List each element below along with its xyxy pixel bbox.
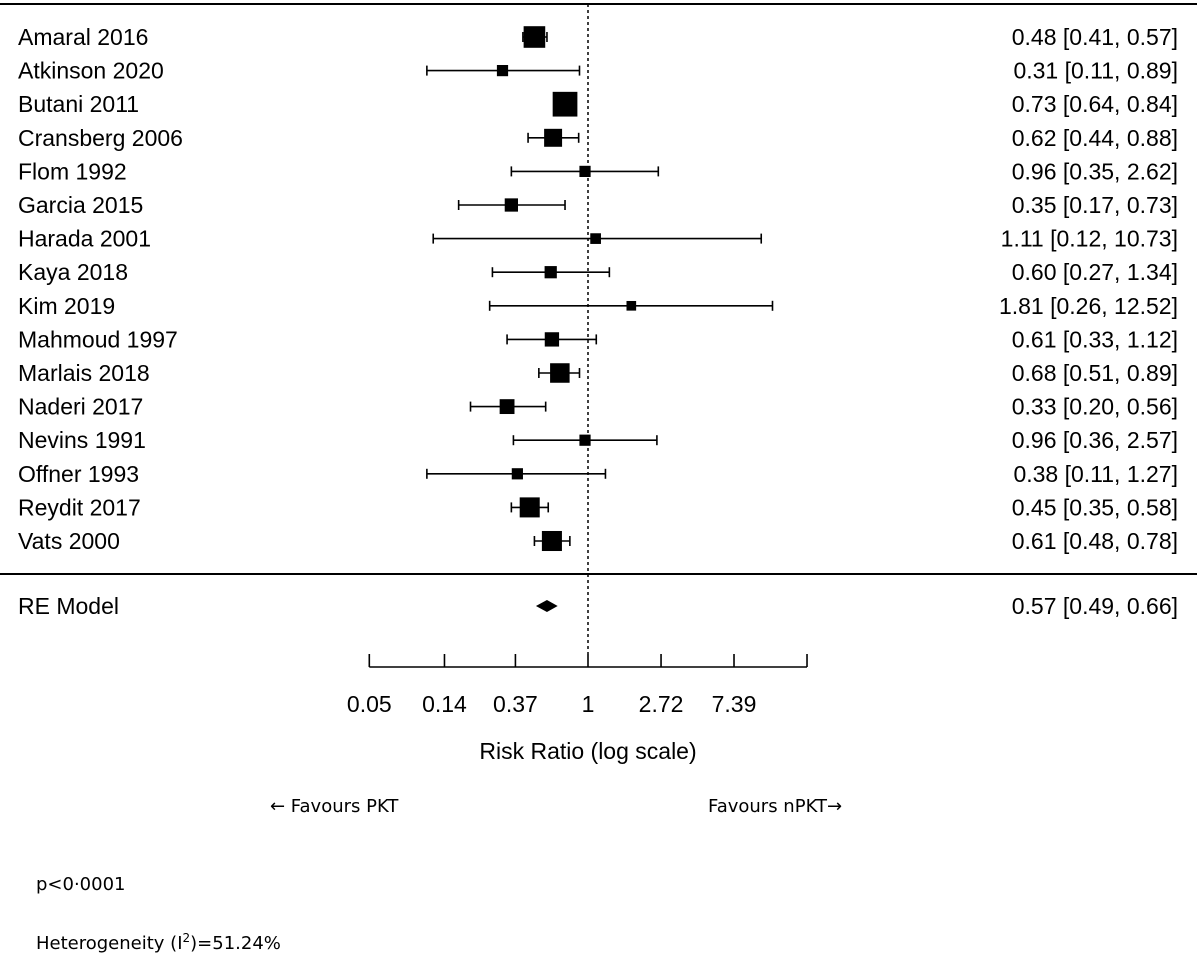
point-estimate: [504, 198, 519, 212]
study-row: Cransberg 2006 0.62 [0.44, 0.88]: [18, 125, 1178, 151]
study-label: Mahmoud 1997: [18, 326, 178, 352]
study-row: Vats 2000 0.61 [0.48, 0.78]: [18, 528, 1178, 554]
x-axis: 0.05 0.14 0.37 1 2.72 7.39: [347, 654, 808, 717]
summary-diamond: [535, 600, 558, 612]
p-value: p<0·0001: [36, 874, 126, 895]
study-label: Nevins 1991: [18, 427, 146, 453]
favours-npkt-label: Favours nPKT→: [708, 796, 842, 817]
effect-text: 0.31 [0.11, 0.89]: [1013, 58, 1178, 84]
study-label: Flom 1992: [18, 158, 127, 184]
study-label: Offner 1993: [18, 461, 139, 487]
study-label: Kaya 2018: [18, 259, 128, 285]
summary-text: 0.57 [0.49, 0.66]: [1012, 593, 1178, 619]
effect-text: 0.68 [0.51, 0.89]: [1012, 360, 1178, 386]
effect-text: 0.35 [0.17, 0.73]: [1012, 192, 1178, 218]
point-estimate: [523, 26, 546, 48]
effect-text: 0.61 [0.48, 0.78]: [1012, 528, 1178, 554]
point-estimate: [544, 266, 557, 279]
study-label: Kim 2019: [18, 293, 115, 319]
study-row: Flom 1992 0.96 [0.35, 2.62]: [18, 158, 1178, 184]
study-label: Butani 2011: [18, 91, 139, 117]
study-row: Reydit 2017 0.45 [0.35, 0.58]: [18, 494, 1178, 520]
point-estimate: [544, 332, 560, 347]
effect-text: 0.96 [0.35, 2.62]: [1012, 158, 1178, 184]
study-rows: Amaral 2016 0.48 [0.41, 0.57] Atkinson 202…: [18, 24, 1178, 554]
study-label: Cransberg 2006: [18, 125, 183, 151]
heterogeneity: Heterogeneity (I2)=51.24%: [36, 931, 281, 954]
study-row: Garcia 2015 0.35 [0.17, 0.73]: [18, 192, 1178, 218]
effect-text: 0.45 [0.35, 0.58]: [1012, 494, 1178, 520]
effect-text: 1.81 [0.26, 12.52]: [999, 293, 1178, 319]
effect-text: 0.33 [0.20, 0.56]: [1012, 394, 1178, 420]
tick-label: 0.37: [493, 691, 538, 717]
effect-text: 0.48 [0.41, 0.57]: [1012, 24, 1178, 50]
heterogeneity-prefix: Heterogeneity (I: [36, 933, 183, 954]
study-label: Atkinson 2020: [18, 58, 164, 84]
study-label: Amaral 2016: [18, 24, 148, 50]
study-row: Marlais 2018 0.68 [0.51, 0.89]: [18, 360, 1178, 386]
tick-label: 2.72: [639, 691, 684, 717]
study-label: Garcia 2015: [18, 192, 143, 218]
study-row: Kaya 2018 0.60 [0.27, 1.34]: [18, 259, 1178, 285]
tick-label: 0.14: [422, 691, 467, 717]
summary-label: RE Model: [18, 593, 119, 619]
effect-text: 0.61 [0.33, 1.12]: [1012, 326, 1178, 352]
study-row: Amaral 2016 0.48 [0.41, 0.57]: [18, 24, 1178, 50]
tick-label: 1: [582, 691, 595, 717]
summary-row: RE Model 0.57 [0.49, 0.66]: [18, 593, 1178, 619]
study-label: Vats 2000: [18, 528, 120, 554]
point-estimate: [499, 399, 515, 415]
point-estimate: [544, 128, 563, 147]
point-estimate: [541, 530, 562, 552]
study-label: Marlais 2018: [18, 360, 150, 386]
study-label: Reydit 2017: [18, 494, 141, 520]
point-estimate: [626, 300, 637, 311]
favours-pkt-label: ← Favours PKT: [270, 796, 399, 817]
study-row: Mahmoud 1997 0.61 [0.33, 1.12]: [18, 326, 1178, 352]
study-row: Butani 2011 0.73 [0.64, 0.84]: [18, 91, 1178, 117]
study-row: Kim 2019 1.81 [0.26, 12.52]: [18, 293, 1178, 319]
point-estimate: [496, 65, 509, 77]
point-estimate: [552, 91, 578, 117]
x-axis-label: Risk Ratio (log scale): [479, 738, 696, 764]
effect-text: 0.96 [0.36, 2.57]: [1012, 427, 1178, 453]
study-row: Atkinson 2020 0.31 [0.11, 0.89]: [18, 58, 1178, 84]
effect-text: 1.11 [0.12, 10.73]: [1001, 226, 1178, 252]
effect-text: 0.73 [0.64, 0.84]: [1012, 91, 1178, 117]
study-label: Naderi 2017: [18, 394, 143, 420]
study-label: Harada 2001: [18, 226, 151, 252]
point-estimate: [519, 497, 540, 518]
effect-text: 0.60 [0.27, 1.34]: [1012, 259, 1178, 285]
tick-label: 7.39: [712, 691, 757, 717]
study-row: Offner 1993 0.38 [0.11, 1.27]: [18, 461, 1178, 487]
point-estimate: [579, 434, 591, 446]
forest-plot: Amaral 2016 0.48 [0.41, 0.57] Atkinson 202…: [0, 3, 1197, 817]
tick-label: 0.05: [347, 691, 392, 717]
effect-text: 0.38 [0.11, 1.27]: [1013, 461, 1178, 487]
point-estimate: [590, 233, 601, 244]
study-row: Nevins 1991 0.96 [0.36, 2.57]: [18, 427, 1178, 453]
point-estimate: [511, 468, 523, 480]
heterogeneity-sup: 2: [182, 931, 191, 945]
study-row: Naderi 2017 0.33 [0.20, 0.56]: [18, 394, 1178, 420]
study-row: Harada 2001 1.11 [0.12, 10.73]: [18, 226, 1178, 252]
effect-text: 0.62 [0.44, 0.88]: [1012, 125, 1178, 151]
point-estimate: [550, 363, 570, 383]
point-estimate: [579, 165, 591, 177]
heterogeneity-suffix: )=51.24%: [190, 933, 281, 954]
